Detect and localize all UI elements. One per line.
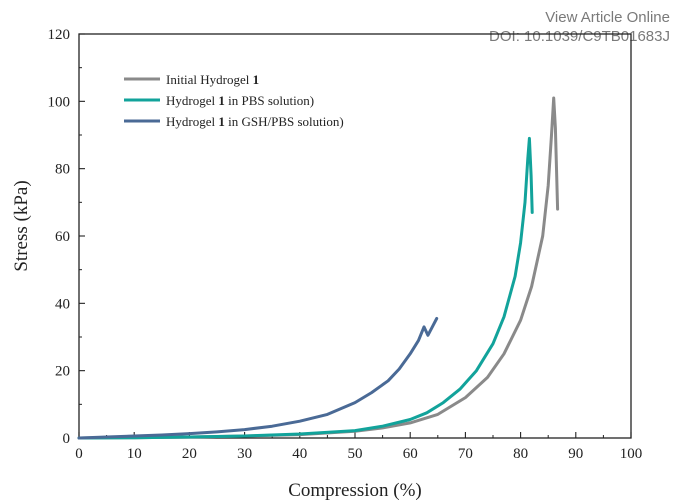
- y-tick-label: 40: [55, 296, 70, 312]
- x-tick-label: 60: [403, 446, 418, 462]
- y-tick-label: 60: [55, 229, 70, 245]
- x-tick-label: 80: [513, 446, 528, 462]
- legend-label-1: Initial Hydrogel 1: [166, 72, 259, 87]
- legend-label-part: Hydrogel: [166, 114, 218, 129]
- legend-bold-number: 1: [218, 93, 225, 108]
- legend-label-part: Hydrogel: [166, 93, 218, 108]
- legend-bold-number: 1: [253, 72, 260, 87]
- y-axis-title: Stress (kPa): [11, 180, 32, 271]
- y-tick-label: 20: [55, 364, 70, 380]
- y-tick-label: 80: [55, 162, 70, 178]
- plot-frame: [78, 33, 632, 439]
- x-tick-label: 30: [237, 446, 252, 462]
- x-tick-label: 90: [568, 446, 583, 462]
- x-tick-label: 70: [458, 446, 473, 462]
- x-tick-label: 100: [620, 446, 643, 462]
- article-header-watermark: View Article Online DOI: 10.1039/C9TB016…: [489, 8, 670, 46]
- legend-label-2: Hydrogel 1 in PBS solution): [166, 93, 314, 108]
- legend-label-part: in PBS solution): [225, 93, 314, 108]
- series-line-2: [77, 136, 534, 440]
- x-axis-ticks: 0 10 20 30 40 50 60 70 80 90 100: [75, 432, 642, 462]
- y-tick-label: 100: [48, 94, 71, 110]
- y-tick-label: 120: [48, 27, 71, 43]
- y-axis-ticks: 0 20 40 60 80 100 120: [48, 27, 85, 447]
- x-tick-label: 0: [75, 446, 83, 462]
- doi-text: DOI: 10.1039/C9TB01683J: [489, 28, 670, 45]
- x-tick-label: 40: [292, 446, 307, 462]
- x-tick-label: 20: [182, 446, 197, 462]
- series-line-1: [77, 96, 560, 440]
- legend-label-3: Hydrogel 1 in GSH/PBS solution): [166, 114, 344, 129]
- legend-label-part: in GSH/PBS solution): [225, 114, 344, 129]
- x-tick-label: 10: [127, 446, 142, 462]
- series-layer: [77, 96, 560, 440]
- legend-label-part: Initial Hydrogel: [166, 72, 253, 87]
- view-article-online-link[interactable]: View Article Online: [545, 9, 670, 26]
- x-tick-label: 50: [348, 446, 363, 462]
- legend-bold-number: 1: [218, 114, 225, 129]
- y-tick-label: 0: [63, 431, 71, 447]
- x-axis-title: Compression (%): [288, 480, 422, 500]
- series-line-3: [77, 317, 439, 440]
